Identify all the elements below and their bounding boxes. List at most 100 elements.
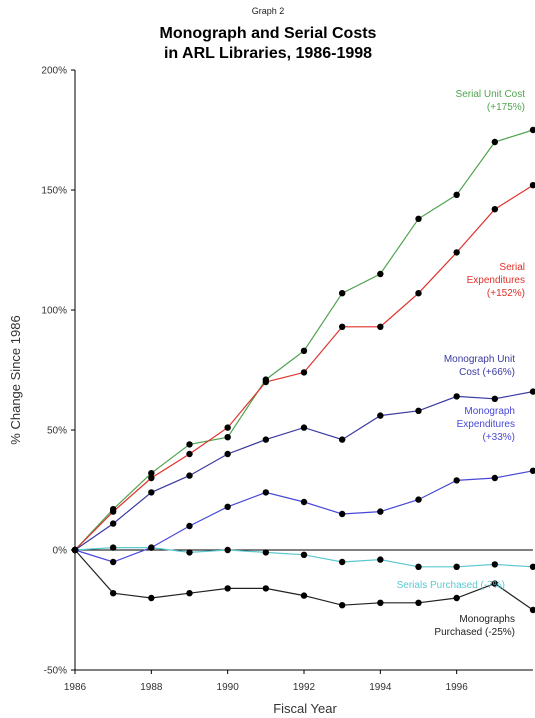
data-point <box>262 378 270 386</box>
data-point <box>186 472 193 479</box>
data-point <box>300 424 308 431</box>
y-tick-label: 150% <box>41 186 67 197</box>
data-point <box>186 522 193 530</box>
data-point <box>415 407 422 414</box>
y-axis-title: % Change Since 1986 <box>8 315 23 444</box>
series-layer <box>71 126 535 614</box>
data-point <box>300 369 308 376</box>
data-point <box>262 585 270 592</box>
series-annotation: Monographs <box>459 614 515 625</box>
x-tick-label: 1990 <box>217 682 240 693</box>
x-tick-label: 1996 <box>446 682 469 693</box>
series-annotation: (+152%) <box>487 288 525 299</box>
data-point <box>300 551 308 558</box>
series-annotation: Serials Purchased (-7%) <box>397 580 505 591</box>
data-point <box>186 549 193 556</box>
data-point <box>262 489 270 496</box>
y-tick-label: 100% <box>41 306 67 317</box>
data-point <box>300 592 308 599</box>
data-point <box>453 393 460 400</box>
data-point <box>109 544 117 551</box>
data-point <box>529 606 535 614</box>
data-point <box>491 474 499 482</box>
series-annotation: (+175%) <box>487 102 525 113</box>
data-point <box>262 436 270 443</box>
data-point <box>148 470 155 477</box>
series-annotation: Expenditures <box>467 275 525 286</box>
data-point <box>415 215 422 222</box>
data-point <box>109 520 117 527</box>
chart-title-line-2: in ARL Libraries, 1986-1998 <box>164 45 372 62</box>
data-point <box>300 347 308 354</box>
data-point <box>186 590 193 597</box>
series-annotation: Cost (+66%) <box>459 367 515 378</box>
data-point <box>491 580 499 587</box>
series-annotation: Expenditures <box>457 419 515 430</box>
x-tick-label: 1988 <box>140 682 163 693</box>
data-point <box>148 544 155 551</box>
data-point <box>529 467 535 474</box>
x-tick-label: 1986 <box>64 682 87 693</box>
x-tick-label: 1994 <box>369 682 392 693</box>
data-point <box>338 558 346 566</box>
data-point <box>377 412 384 419</box>
series-annotation: Monograph Unit <box>444 354 515 365</box>
data-point <box>338 436 346 443</box>
data-point <box>491 561 499 568</box>
data-point <box>529 182 535 189</box>
labels-layer: Serial Unit Cost (+175%) Serial Expenditure… <box>397 89 526 638</box>
data-point <box>377 508 384 515</box>
data-point <box>338 323 346 330</box>
data-point <box>453 594 460 602</box>
data-point <box>224 434 231 441</box>
y-tick-label: 50% <box>47 426 67 437</box>
data-point <box>491 395 499 402</box>
series-annotation: Serial Unit Cost <box>456 89 526 100</box>
data-point <box>224 424 231 431</box>
chart-supertitle: Graph 2 <box>252 6 285 16</box>
series-annotation: Monograph <box>464 406 515 417</box>
series-annotation: Serial <box>499 262 525 273</box>
data-point <box>224 450 231 458</box>
data-point <box>491 138 499 146</box>
x-axis-title: Fiscal Year <box>273 701 337 716</box>
chart-title-line-1: Monograph and Serial Costs <box>160 25 377 42</box>
data-point <box>529 388 535 395</box>
data-point <box>109 508 117 515</box>
y-tick-label: -50% <box>44 666 67 677</box>
data-point <box>109 590 117 597</box>
data-point <box>71 546 79 554</box>
data-point <box>453 249 460 256</box>
data-point <box>377 270 384 278</box>
data-point <box>300 498 308 506</box>
data-point <box>491 206 499 213</box>
data-point <box>338 510 346 518</box>
data-point <box>186 450 193 458</box>
series-line <box>74 129 534 551</box>
data-point <box>148 474 155 482</box>
data-point <box>224 503 231 510</box>
data-point <box>415 563 422 570</box>
y-tick-label: 200% <box>41 66 67 77</box>
data-point <box>453 191 460 198</box>
data-point <box>415 599 422 606</box>
x-tick-label: 1992 <box>293 682 316 693</box>
data-point <box>186 441 193 448</box>
y-tick-label: 0% <box>53 546 68 557</box>
data-point <box>377 323 384 330</box>
series-annotation: Purchased (-25%) <box>434 627 515 638</box>
series-annotation: (+33%) <box>482 432 515 443</box>
data-point <box>529 126 535 134</box>
data-point <box>415 496 422 503</box>
data-point <box>148 489 155 496</box>
data-point <box>453 563 460 570</box>
data-point <box>338 290 346 297</box>
data-point <box>453 477 460 484</box>
data-point <box>377 599 384 606</box>
data-point <box>224 585 231 592</box>
data-point <box>338 602 346 609</box>
data-point <box>529 563 535 570</box>
data-point <box>415 290 422 297</box>
data-point <box>148 594 155 602</box>
